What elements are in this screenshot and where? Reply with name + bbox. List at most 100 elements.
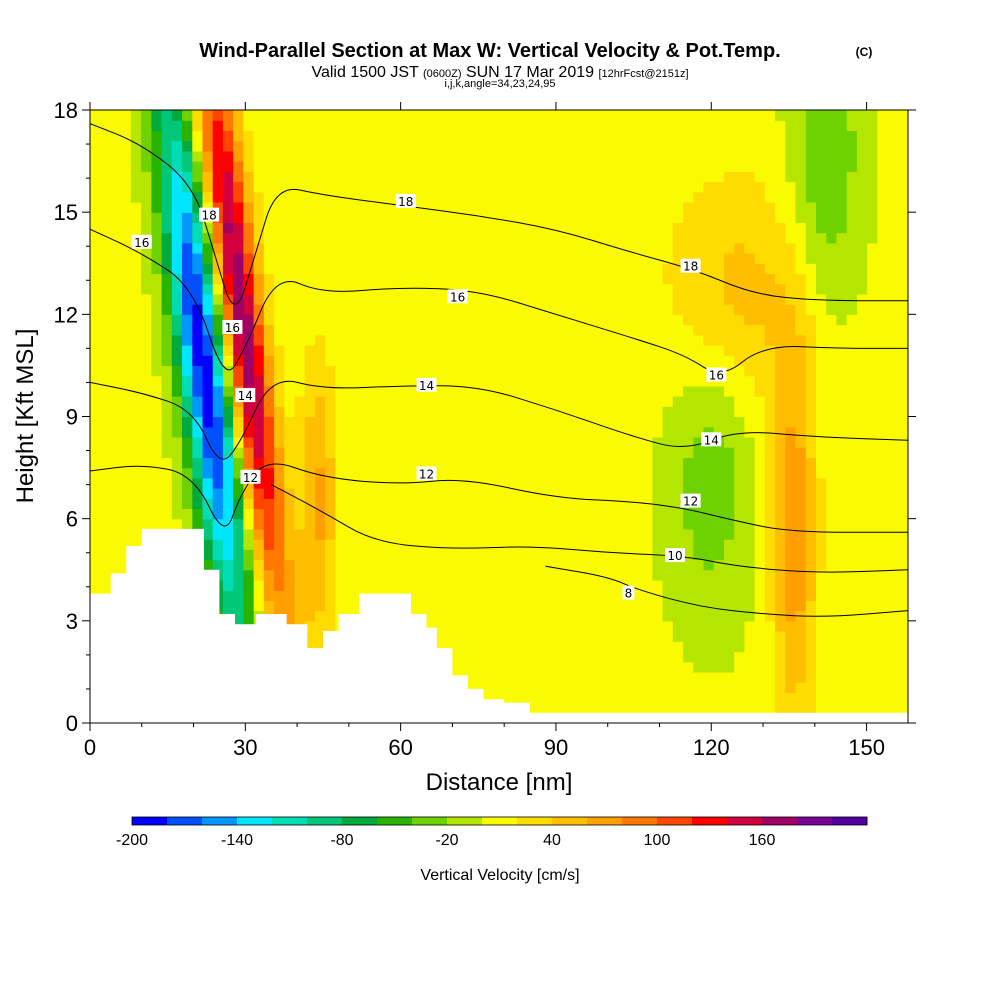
- velocity-cell: [785, 212, 797, 223]
- velocity-cell: [376, 253, 388, 264]
- velocity-cell: [591, 620, 602, 632]
- velocity-cell: [386, 508, 398, 520]
- velocity-cell: [754, 539, 766, 550]
- velocity-cell: [836, 283, 848, 295]
- velocity-cell: [560, 641, 572, 653]
- velocity-cell: [621, 610, 633, 622]
- velocity-cell: [805, 181, 817, 193]
- velocity-cell: [836, 120, 848, 131]
- velocity-cell: [100, 559, 111, 571]
- velocity-cell: [468, 488, 480, 499]
- velocity-cell: [897, 610, 908, 622]
- velocity-cell: [437, 314, 449, 326]
- velocity-cell: [764, 692, 776, 704]
- velocity-cell: [867, 610, 878, 622]
- velocity-cell: [529, 110, 541, 121]
- velocity-cell: [795, 396, 807, 407]
- velocity-cell: [427, 222, 439, 234]
- velocity-cell: [672, 191, 684, 203]
- velocity-cell: [130, 161, 142, 172]
- velocity-cell: [826, 191, 837, 203]
- velocity-cell: [294, 590, 306, 601]
- velocity-cell: [539, 702, 551, 714]
- velocity-cell: [274, 293, 285, 305]
- velocity-cell: [458, 375, 469, 387]
- velocity-cell: [550, 191, 561, 203]
- velocity-cell: [499, 385, 510, 397]
- colorbar-swatch: [622, 817, 658, 825]
- velocity-cell: [355, 457, 367, 469]
- velocity-cell: [805, 140, 817, 152]
- velocity-cell: [519, 508, 531, 520]
- velocity-cell: [376, 314, 388, 326]
- velocity-cell: [458, 457, 469, 469]
- velocity-cell: [325, 406, 336, 418]
- velocity-cell: [652, 324, 664, 336]
- velocity-cell: [243, 375, 255, 387]
- velocity-cell: [703, 283, 715, 295]
- velocity-cell: [447, 263, 459, 275]
- velocity-cell: [437, 518, 449, 530]
- velocity-cell: [693, 580, 705, 591]
- velocity-cell: [580, 314, 592, 326]
- velocity-cell: [325, 191, 336, 203]
- velocity-cell: [816, 457, 827, 469]
- velocity-cell: [325, 508, 336, 520]
- velocity-cell: [601, 528, 613, 540]
- velocity-cell: [345, 436, 357, 448]
- velocity-cell: [202, 365, 214, 377]
- velocity-cell: [601, 110, 613, 121]
- velocity-cell: [222, 457, 234, 469]
- velocity-cell: [315, 488, 326, 499]
- velocity-cell: [488, 549, 500, 561]
- velocity-cell: [529, 232, 541, 244]
- velocity-cell: [816, 161, 827, 172]
- velocity-cell: [713, 304, 725, 315]
- velocity-cell: [611, 457, 623, 469]
- velocity-cell: [315, 426, 326, 438]
- velocity-cell: [734, 549, 745, 561]
- velocity-cell: [601, 273, 613, 285]
- velocity-cell: [151, 304, 163, 315]
- velocity-cell: [192, 355, 204, 366]
- velocity-cell: [846, 651, 858, 663]
- velocity-cell: [775, 304, 786, 315]
- velocity-cell: [294, 375, 306, 387]
- velocity-cell: [570, 671, 582, 683]
- theta-contour-12: [90, 463, 908, 533]
- velocity-cell: [274, 600, 285, 612]
- velocity-cell: [151, 345, 163, 356]
- velocity-cell: [550, 293, 561, 305]
- velocity-cell: [345, 600, 357, 612]
- velocity-cell: [754, 406, 766, 418]
- velocity-cell: [662, 467, 674, 479]
- velocity-cell: [90, 436, 101, 448]
- velocity-cell: [805, 263, 817, 275]
- velocity-cell: [631, 620, 643, 632]
- velocity-cell: [468, 508, 480, 520]
- velocity-cell: [560, 191, 572, 203]
- colorbar-tick-label: 160: [749, 832, 776, 849]
- velocity-cell: [724, 171, 735, 183]
- velocity-cell: [703, 498, 715, 509]
- velocity-cell: [386, 120, 398, 131]
- velocity-cell: [141, 120, 152, 131]
- velocity-cell: [611, 140, 623, 152]
- velocity-cell: [724, 202, 735, 213]
- velocity-cell: [631, 682, 643, 693]
- velocity-cell: [407, 283, 418, 295]
- velocity-cell: [754, 334, 766, 346]
- velocity-cell: [110, 508, 122, 520]
- velocity-cell: [550, 661, 561, 673]
- velocity-cell: [754, 222, 766, 234]
- velocity-cell: [795, 314, 807, 326]
- velocity-cell: [90, 161, 101, 172]
- velocity-cell: [601, 610, 613, 622]
- velocity-cell: [488, 161, 500, 172]
- velocity-cell: [90, 273, 101, 285]
- velocity-cell: [509, 488, 520, 499]
- velocity-cell: [744, 334, 756, 346]
- velocity-cell: [488, 150, 500, 162]
- velocity-cell: [672, 110, 684, 121]
- velocity-cell: [805, 304, 817, 315]
